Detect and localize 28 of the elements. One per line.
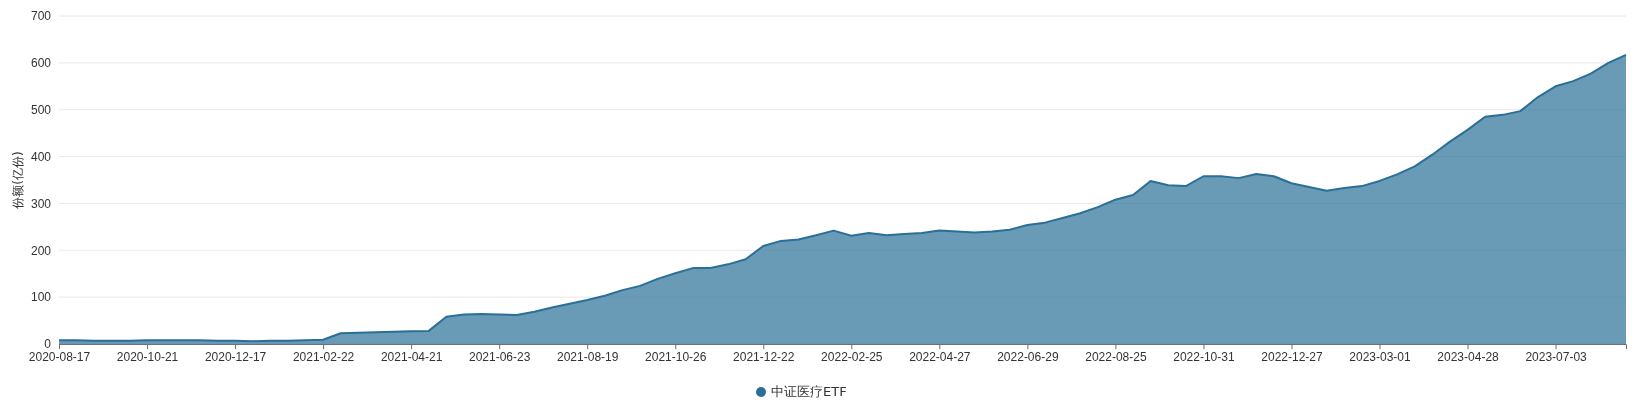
x-tick-label: 2020-08-17	[28, 349, 91, 364]
x-tick-label: 2022-06-29	[997, 349, 1059, 364]
y-tick-label: 400	[30, 149, 52, 164]
x-tick-label: 2021-06-23	[468, 349, 531, 364]
legend-label: 中证医疗ETF	[771, 384, 847, 399]
x-tick-label: 2020-10-21	[116, 349, 179, 364]
x-tick-label: 2023-04-28	[1437, 349, 1500, 364]
x-tick-label: 2021-04-21	[380, 349, 443, 364]
x-tick-label: 2022-02-25	[821, 349, 883, 364]
y-tick-label: 0	[44, 337, 52, 352]
x-tick-label: 2022-12-27	[1261, 349, 1323, 364]
x-tick-label: 2021-12-22	[733, 349, 795, 364]
x-tick-label: 2022-04-27	[909, 349, 971, 364]
x-tick-label: 2023-07-03	[1525, 349, 1588, 364]
x-tick-label: 2022-08-25	[1085, 349, 1147, 364]
x-tick-label: 2021-02-22	[292, 349, 355, 364]
y-tick-label: 200	[30, 243, 52, 258]
y-tick-label: 100	[30, 290, 52, 305]
x-tick-label: 2020-12-17	[204, 349, 267, 364]
x-tick-label: 2021-10-26	[645, 349, 707, 364]
x-tick-label: 2021-08-19	[557, 349, 619, 364]
y-tick-label: 500	[30, 103, 52, 118]
y-tick-label: 300	[30, 196, 52, 211]
x-tick-label: 2022-10-31	[1173, 349, 1235, 364]
y-tick-label: 700	[30, 9, 52, 24]
x-tick-label: 2023-03-01	[1349, 349, 1412, 364]
y-tick-label: 600	[30, 56, 52, 71]
y-axis-title: 份额(亿份)	[11, 151, 25, 209]
